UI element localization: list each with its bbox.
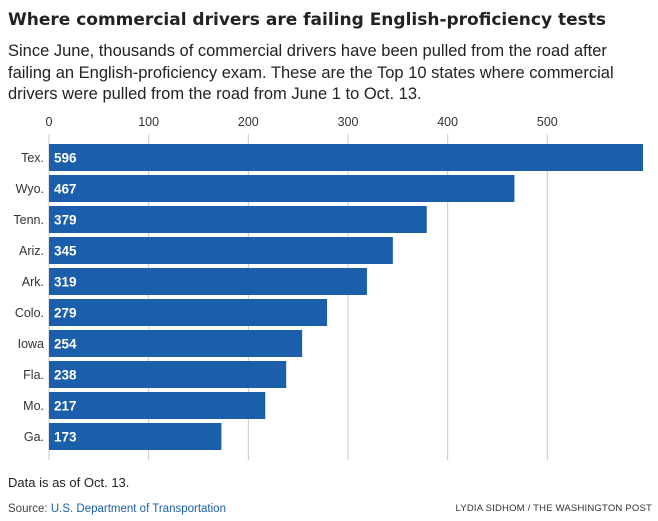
bar-chart: 0 100 200 300 400 500 Tex. Wyo. Tenn. Ariz. Ark. C…	[13, 115, 644, 460]
category-labels: Tex. Wyo. Tenn. Ariz. Ark. Colo. Iowa Fla. Mo. Ga…	[13, 151, 44, 444]
category-label: Ark.	[22, 275, 44, 289]
chart-title: Where commercial drivers are failing Eng…	[8, 10, 606, 30]
bars	[49, 144, 644, 450]
bar	[49, 299, 328, 326]
data-note: Data is as of Oct. 13.	[8, 475, 130, 490]
x-tick-label: 300	[338, 115, 359, 129]
bar	[49, 206, 427, 233]
x-tick-label: 100	[138, 115, 159, 129]
bar	[49, 237, 393, 264]
value-label: 467	[54, 182, 77, 197]
category-label: Tex.	[21, 151, 44, 165]
category-label: Ga.	[24, 430, 44, 444]
value-label: 254	[54, 337, 77, 352]
source-line: Source: U.S. Department of Transportatio…	[8, 502, 226, 517]
bar	[49, 144, 644, 171]
category-label: Fla.	[23, 368, 44, 382]
source-link[interactable]: U.S. Department of Transportation	[50, 503, 226, 515]
source-prefix: Source:	[8, 503, 51, 515]
value-label: 319	[54, 275, 77, 290]
category-label: Colo.	[15, 306, 44, 320]
value-label: 173	[54, 430, 77, 445]
value-label: 279	[54, 306, 77, 321]
value-label: 345	[54, 244, 77, 259]
value-labels: 596 467 379 345 319 279 254 238 217 173	[54, 151, 77, 445]
chart-subtitle: Since June, thousands of commercial driv…	[8, 42, 614, 103]
category-label: Tenn.	[13, 213, 44, 227]
x-tick-label: 200	[238, 115, 259, 129]
bar	[49, 392, 266, 419]
bar	[49, 361, 287, 388]
value-label: 217	[54, 399, 77, 414]
category-label: Ariz.	[19, 244, 44, 258]
category-label: Wyo.	[16, 182, 44, 196]
byline-credit: LYDIA SIDHOM / THE WASHINGTON POST	[455, 503, 652, 514]
value-label: 596	[54, 151, 77, 166]
bar	[49, 330, 303, 357]
x-tick-label: 400	[437, 115, 458, 129]
value-label: 238	[54, 368, 77, 383]
x-tick-label: 0	[46, 115, 53, 129]
category-label: Iowa	[18, 337, 44, 351]
x-axis-ticks: 0 100 200 300 400 500	[46, 115, 558, 129]
x-tick-label: 500	[537, 115, 558, 129]
bar	[49, 268, 367, 295]
bar	[49, 175, 515, 202]
category-label: Mo.	[23, 399, 44, 413]
value-label: 379	[54, 213, 77, 228]
bar	[49, 423, 222, 450]
